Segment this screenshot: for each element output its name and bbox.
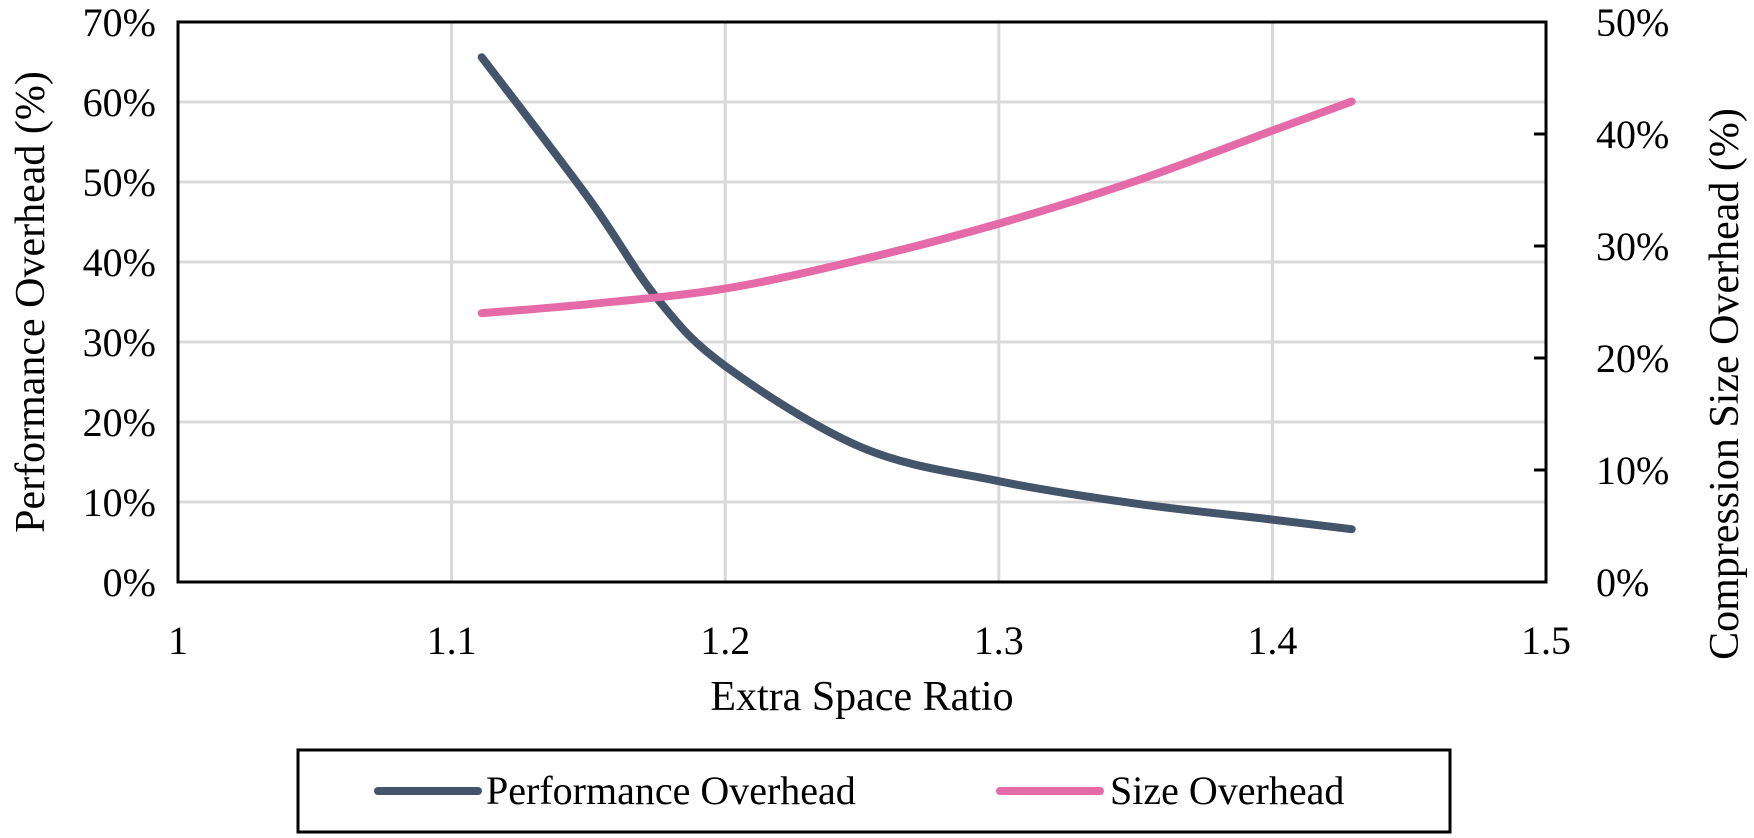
- y-tick-label: 30%: [83, 320, 156, 365]
- legend: Performance Overhead Size Overhead: [296, 748, 1452, 834]
- y-tick-label: 50%: [83, 160, 156, 205]
- series-line-performance-overhead: [477, 53, 1356, 534]
- y2-axis-title: Compression Size Overhead (%): [1702, 108, 1748, 660]
- legend-label-size-overhead: Size Overhead: [1110, 768, 1344, 813]
- y2-tick-label: 50%: [1596, 0, 1669, 45]
- legend-label-performance-overhead: Performance Overhead: [486, 768, 856, 813]
- y2-tick-label: 40%: [1596, 112, 1669, 157]
- x-tick-label: 1.4: [1247, 618, 1297, 663]
- y-tick-label: 70%: [83, 0, 156, 45]
- x-axis-title: Extra Space Ratio: [710, 674, 1013, 720]
- x-tick-label: 1.5: [1521, 618, 1571, 663]
- x-tick-label: 1: [168, 618, 188, 663]
- x-tick-label: 1.1: [427, 618, 477, 663]
- y2-tick-label: 20%: [1596, 336, 1669, 381]
- y-tick-label: 10%: [83, 480, 156, 525]
- legend-box: [296, 748, 1452, 834]
- y2-tick-label: 10%: [1596, 448, 1669, 493]
- y-tick-label: 20%: [83, 400, 156, 445]
- y-axis-title: Performance Overhead (%): [8, 71, 54, 533]
- y2-tick-label: 0%: [1596, 560, 1649, 605]
- series-line-size-overhead: [477, 97, 1356, 318]
- y-tick-label: 60%: [83, 80, 156, 125]
- y-tick-label: 0%: [103, 560, 156, 605]
- series-layer: [477, 53, 1356, 534]
- x-tick-label: 1.3: [974, 618, 1024, 663]
- x-tick-label: 1.2: [700, 618, 750, 663]
- ticks: 1 1.1 1.2 1.3 1.4 1.5 0% 10% 20% 30% 40% 50% 60% 70% 0…: [83, 0, 1670, 663]
- plot-area-border: [176, 20, 1548, 584]
- y2-tick-label: 30%: [1596, 224, 1669, 269]
- grid: [178, 22, 1546, 582]
- y-tick-label: 40%: [83, 240, 156, 285]
